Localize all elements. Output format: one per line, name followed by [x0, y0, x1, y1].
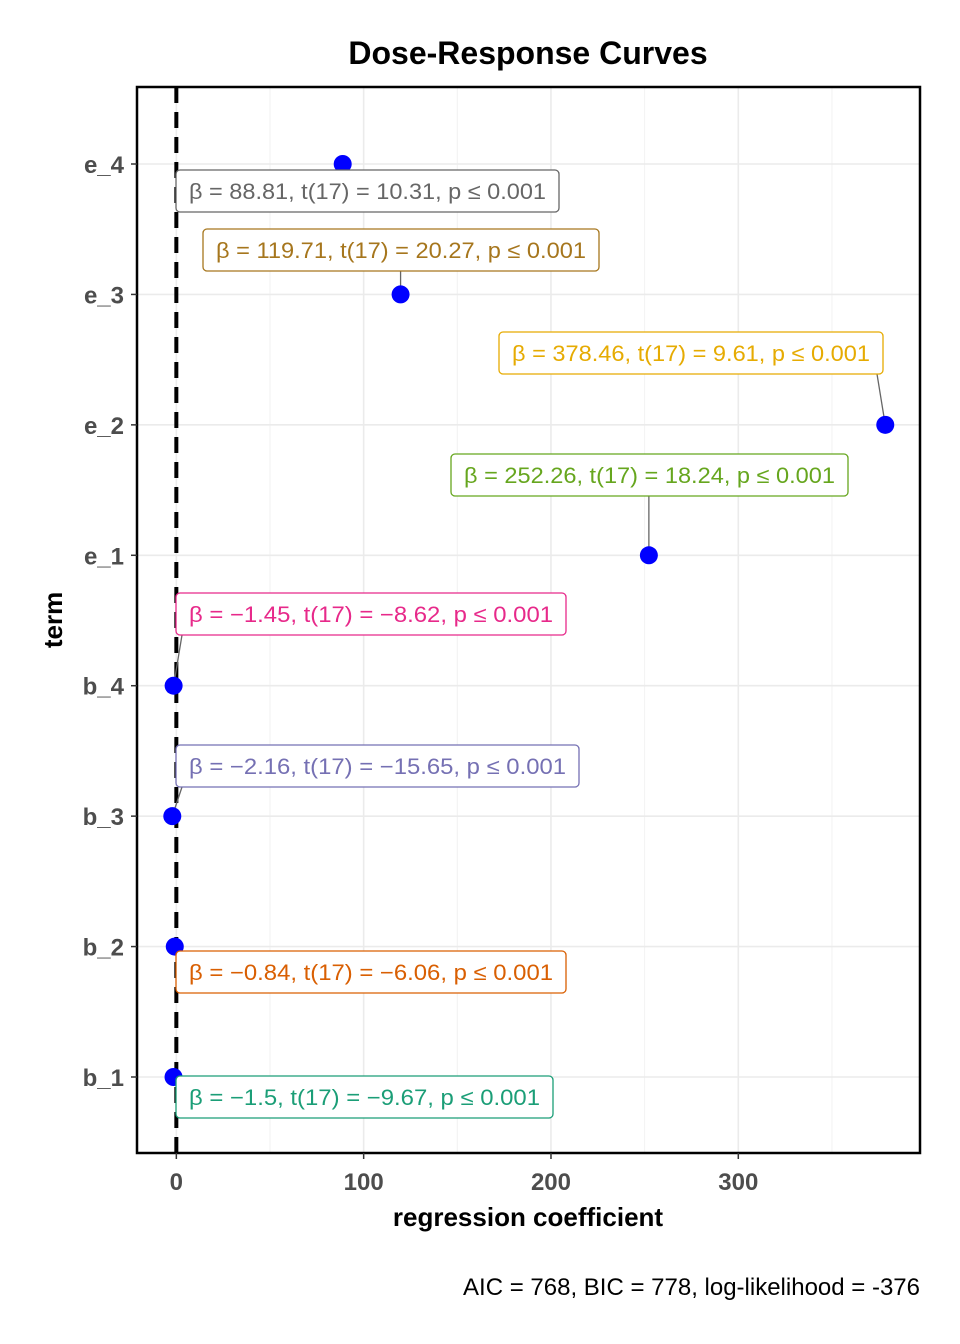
- point-label-text: β = 378.46, t(17) = 9.61, p ≤ 0.001: [512, 341, 870, 366]
- y-tick-label: e_3: [84, 282, 124, 309]
- data-point-e_2: [876, 415, 895, 434]
- point-label-text: β = −1.5, t(17) = −9.67, p ≤ 0.001: [189, 1085, 540, 1110]
- data-points: [163, 155, 895, 1086]
- y-tick-label: b_1: [83, 1065, 124, 1092]
- point-label-b_1: β = −1.5, t(17) = −9.67, p ≤ 0.001: [175, 1075, 554, 1119]
- data-point-b_4: [164, 676, 183, 695]
- point-label-e_3: β = 119.71, t(17) = 20.27, p ≤ 0.001: [202, 228, 600, 272]
- chart-title: Dose-Response Curves: [348, 35, 707, 71]
- point-label-text: β = −2.16, t(17) = −15.65, p ≤ 0.001: [189, 754, 566, 779]
- data-point-e_4: [333, 155, 352, 173]
- point-label-b_3: β = −2.16, t(17) = −15.65, p ≤ 0.001: [175, 744, 580, 788]
- panel-border: [135, 85, 922, 1155]
- x-tick-label: 300: [718, 1169, 758, 1196]
- data-point-b_3: [163, 807, 182, 826]
- point-label-box: [175, 592, 567, 636]
- x-axis-title: regression coefficient: [393, 1202, 664, 1232]
- x-axis-ticks: 0 100 200 300: [170, 1153, 758, 1196]
- point-label-text: β = 88.81, t(17) = 10.31, p ≤ 0.001: [189, 179, 546, 204]
- point-label-b_2: β = −0.84, t(17) = −6.06, p ≤ 0.001: [175, 950, 567, 994]
- y-tick-label: e_4: [84, 152, 125, 179]
- model-fit-caption: AIC = 768, BIC = 778, log-likelihood = -…: [463, 1274, 920, 1301]
- y-axis-title: term: [38, 592, 68, 648]
- y-tick-label: e_2: [84, 413, 124, 440]
- point-label-text: β = 119.71, t(17) = 20.27, p ≤ 0.001: [216, 238, 586, 263]
- point-label-text: β = 252.26, t(17) = 18.24, p ≤ 0.001: [464, 463, 835, 488]
- point-label-box: [175, 1075, 554, 1119]
- point-label-e_1: β = 252.26, t(17) = 18.24, p ≤ 0.001: [450, 453, 849, 497]
- point-label-box: [175, 169, 560, 213]
- point-label-box: [175, 950, 567, 994]
- point-label-b_4: β = −1.45, t(17) = −8.62, p ≤ 0.001: [175, 592, 567, 636]
- point-label-text: β = −1.45, t(17) = −8.62, p ≤ 0.001: [189, 602, 553, 627]
- point-label-e_4: β = 88.81, t(17) = 10.31, p ≤ 0.001: [175, 169, 560, 213]
- x-tick-label: 200: [531, 1169, 571, 1196]
- point-label-text: β = −0.84, t(17) = −6.06, p ≤ 0.001: [189, 960, 553, 985]
- data-point-e_1: [639, 546, 658, 565]
- x-tick-label: 0: [170, 1169, 183, 1196]
- point-label-box: [202, 228, 600, 272]
- point-label-box: [498, 331, 884, 375]
- data-point-e_3: [391, 285, 410, 304]
- y-tick-label: b_3: [83, 804, 124, 831]
- y-tick-label: e_1: [84, 543, 124, 570]
- point-label-box: [450, 453, 849, 497]
- y-tick-label: b_4: [83, 674, 125, 701]
- y-tick-label: b_2: [83, 935, 124, 962]
- x-tick-label: 100: [344, 1169, 384, 1196]
- y-axis-ticks: b_1 b_2 b_3 b_4 e_1 e_2 e_3 e_4: [83, 152, 137, 1092]
- point-label-e_2: β = 378.46, t(17) = 9.61, p ≤ 0.001: [498, 331, 884, 375]
- point-labels: β = −1.5, t(17) = −9.67, p ≤ 0.001 β = −0…: [175, 169, 884, 1119]
- point-label-box: [175, 744, 580, 788]
